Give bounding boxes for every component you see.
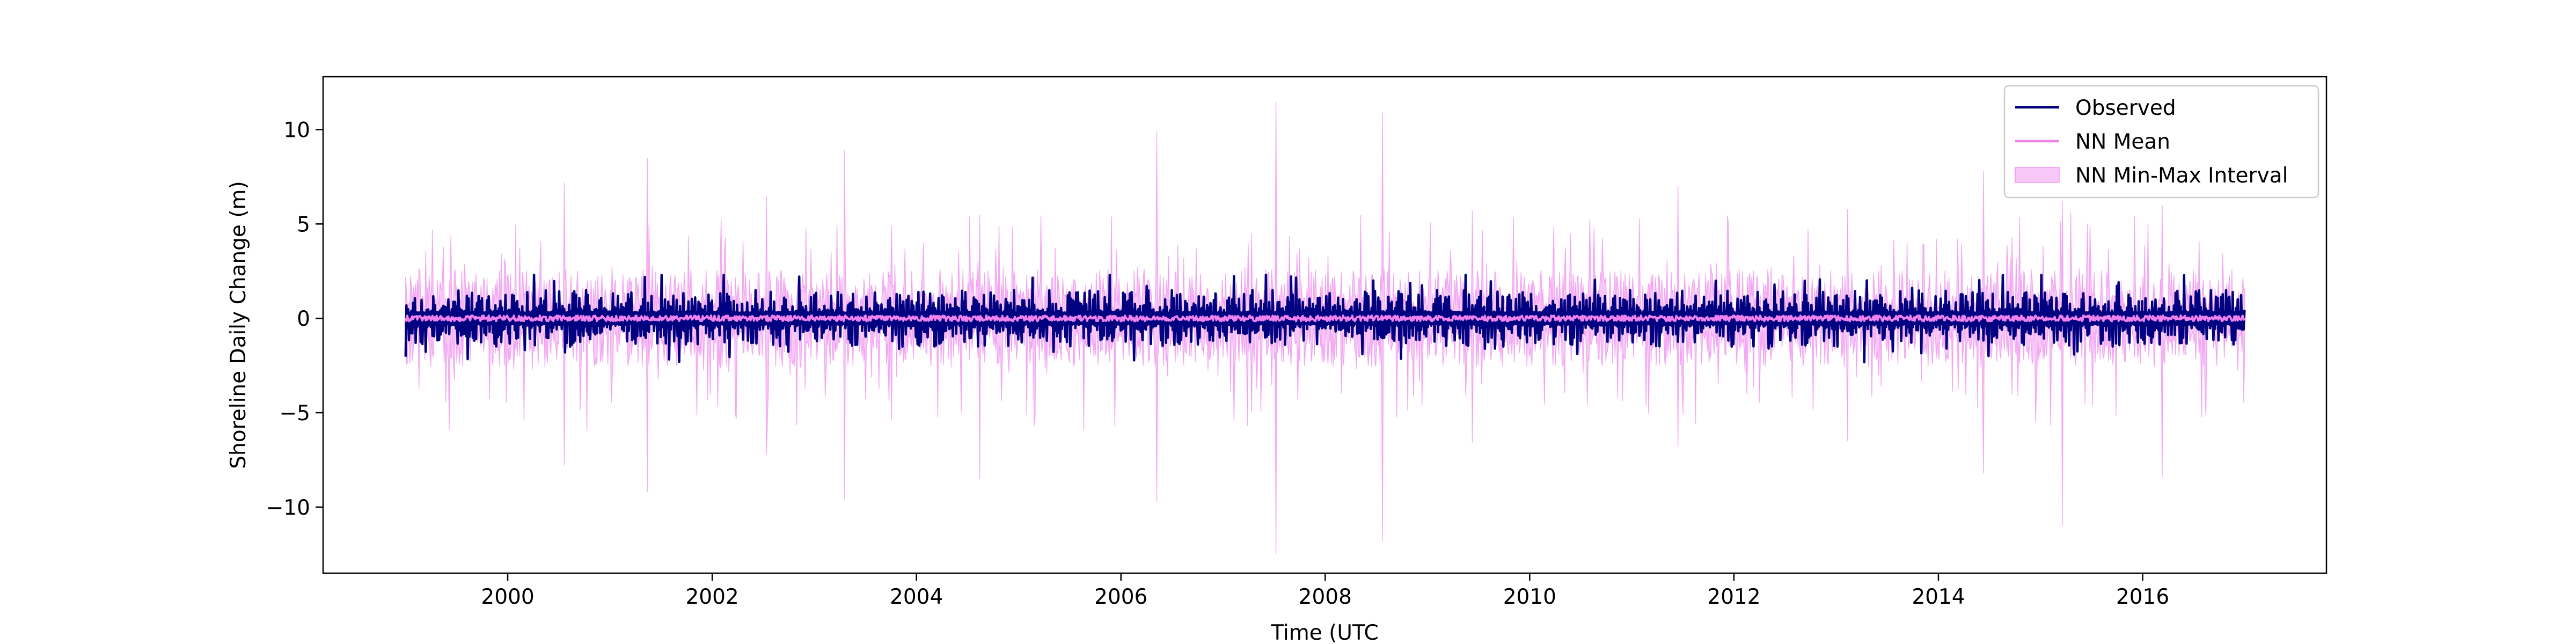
legend: Observed NN Mean NN Min-Max Interval — [2003, 85, 2319, 199]
x-tick-label: 2010 — [1503, 585, 1556, 609]
legend-label: NN Min-Max Interval — [2075, 164, 2288, 188]
x-tick-label: 2000 — [481, 585, 534, 609]
y-tick-label: 0 — [297, 307, 310, 331]
x-axis-label: Time (UTC — [1270, 621, 1378, 644]
y-axis: −10 −5 0 5 10 — [266, 118, 323, 520]
legend-swatch — [2015, 167, 2060, 183]
x-tick-label: 2012 — [1707, 585, 1760, 609]
x-tick-label: 2008 — [1299, 585, 1352, 609]
legend-box — [2003, 85, 2319, 199]
legend-label: NN Mean — [2075, 130, 2170, 154]
y-tick-label: 10 — [283, 118, 310, 142]
nn-mean-series-layer — [404, 314, 2246, 323]
y-tick-label: −10 — [266, 496, 310, 520]
legend-label: Observed — [2075, 96, 2176, 120]
x-tick-label: 2006 — [1094, 585, 1147, 609]
y-axis-label: Shoreline Daily Change (m) — [226, 181, 251, 469]
y-tick-label: −5 — [280, 401, 311, 426]
x-tick-label: 2016 — [2116, 585, 2169, 609]
x-tick-label: 2004 — [890, 585, 943, 609]
x-tick-label: 2014 — [1912, 585, 1965, 609]
nn-mean-line — [404, 314, 2246, 323]
x-tick-label: 2002 — [685, 585, 738, 609]
y-tick-label: 5 — [297, 213, 310, 237]
x-axis: 2000 2002 2004 2006 2008 2010 2012 2014 2016 — [481, 573, 2169, 609]
